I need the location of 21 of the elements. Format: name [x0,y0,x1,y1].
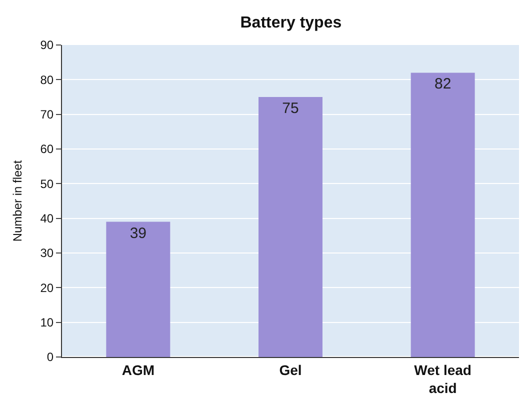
x-tick-label: AGM [122,362,155,378]
x-tick-label: Wet lead acid [414,362,472,396]
data-label: 75 [282,100,299,117]
data-label: 82 [434,76,452,93]
chart-title: Battery types [240,14,342,32]
y-tick-label: 0 [46,350,54,364]
bar [106,222,170,357]
data-label: 39 [130,224,147,242]
y-tick-label: 20 [40,280,54,295]
x-tick-label: Gel [279,362,302,378]
bar [410,72,475,357]
y-tick-label: 90 [40,38,54,52]
y-tick-label: 80 [40,72,54,87]
y-tick-label: 50 [40,176,54,191]
y-axis-title: Number in fleet [10,160,25,242]
y-tick-label: 40 [40,212,54,226]
bar [258,97,322,357]
y-tick-label: 30 [40,246,54,260]
y-tick-label: 70 [40,108,54,122]
y-tick-label: 60 [40,142,54,156]
y-tick-label: 10 [40,316,54,330]
